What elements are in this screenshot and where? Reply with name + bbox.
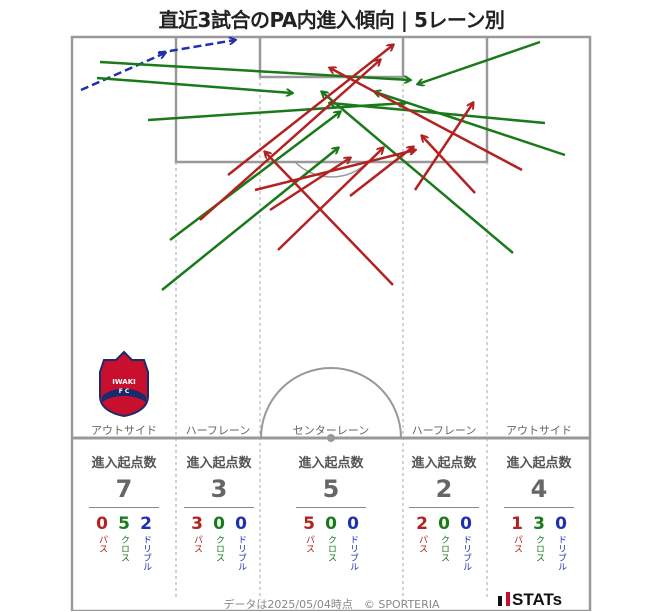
svg-text:IWAKI: IWAKI [112,378,135,386]
pass-arrow [227,45,393,176]
pass-count: 5 [303,514,315,534]
lane-stats-outside-right: 進入起点数 4 1 パス 3 クロス 0 ドリブル [494,452,584,571]
stat-heading: 進入起点数 [298,456,364,471]
stat-divider [409,507,479,508]
cross-arrow [96,76,292,93]
pass-count: 2 [416,514,428,534]
pass-count: 0 [96,514,108,534]
lane-stats-center: 進入起点数 5 5 パス 0 クロス 0 ドリブル [286,452,376,571]
pass-arrow [199,60,380,221]
dribble-count: 2 [140,514,152,534]
cross-label: クロス [119,535,129,562]
stat-heading: 進入起点数 [91,456,157,471]
cross-count: 3 [533,514,545,534]
stats-logo-mark-icon [506,592,510,606]
pass-arrow [254,150,415,192]
stat-divider [89,507,159,508]
dribble-label: ドリブル [141,535,151,571]
dribble-count: 0 [235,514,247,534]
pass-label: パス [417,535,427,553]
pass-arrow [349,147,413,197]
stat-divider [184,507,254,508]
goal-area [258,37,405,79]
cross-label: クロス [439,535,449,562]
lane-label-halflane-right: ハーフレーン [411,424,477,437]
dribble-label: ドリブル [556,535,566,571]
stat-heading: 進入起点数 [411,456,477,471]
cross-arrow [418,40,541,84]
cross-arrow [322,92,514,254]
lane-stats-halflane-right: 進入起点数 2 2 パス 0 クロス 0 ドリブル [399,452,489,571]
cross-arrow [99,60,410,80]
footer-note: データは2025/05/04時点 © SPORTERIA [223,598,440,611]
page-title: 直近3試合のPA内進入傾向 | 5レーン別 [158,8,505,32]
cross-count: 0 [438,514,450,534]
pitch-outline [70,35,592,611]
lane-stats-outside-left: 進入起点数 7 0 パス 5 クロス 2 ドリブル [79,452,169,571]
dribble-label: ドリブル [348,535,358,571]
lane-label-outside-left: アウトサイド [91,424,157,437]
stat-heading: 進入起点数 [186,456,252,471]
pass-count: 3 [191,514,203,534]
lane-stats-halflane-left: 進入起点数 3 3 パス 0 クロス 0 ドリブル [174,452,264,571]
pass-label: パス [192,535,202,553]
dribble-count: 0 [347,514,359,534]
dribble-label: ドリブル [461,535,471,571]
pass-count: 1 [511,514,523,534]
stat-total: 4 [530,475,548,503]
lane-label-center: センターレーン [292,424,370,437]
pass-arrow [265,152,394,286]
penalty-area [174,37,489,164]
cross-arrow [330,103,546,125]
dribble-label: ドリブル [236,535,246,571]
stats-logo-text: STATs [512,590,563,609]
cross-label: クロス [534,535,544,562]
pass-arrow [330,68,523,172]
stat-heading: 進入起点数 [506,456,572,471]
svg-text:F C: F C [119,388,130,395]
pass-arrow [413,103,473,191]
stat-total: 7 [115,475,133,503]
pass-arrow [422,136,476,194]
stats-logo-bar-icon [498,596,502,606]
stat-total: 5 [322,475,340,503]
cross-count: 0 [325,514,337,534]
dribble-arrow [157,40,235,55]
cross-arrow [375,92,566,157]
lane-label-halflane-left: ハーフレーン [185,424,251,437]
penalty-arc [294,161,369,178]
pass-label: パス [97,535,107,553]
cross-arrow [161,148,338,291]
cross-count: 5 [118,514,130,534]
center-spot [327,434,335,442]
stat-divider [504,507,574,508]
pass-label: パス [304,535,314,553]
cross-arrow [169,112,340,241]
club-crest-icon: IWAKI F C [99,350,149,418]
stat-divider [296,507,366,508]
pass-arrow [277,148,383,251]
stat-total: 2 [435,475,453,503]
cross-label: クロス [214,535,224,562]
pass-arrow [269,158,350,212]
lane-label-outside-right: アウトサイド [506,424,572,437]
dribble-arrow [80,53,165,92]
pass-label: パス [512,535,522,553]
stats-logo: STATs [498,590,562,610]
center-circle [260,367,402,439]
entry-arrows [80,40,566,291]
dribble-count: 0 [460,514,472,534]
dribble-count: 0 [555,514,567,534]
cross-count: 0 [213,514,225,534]
cross-label: クロス [326,535,336,562]
stat-total: 3 [210,475,228,503]
